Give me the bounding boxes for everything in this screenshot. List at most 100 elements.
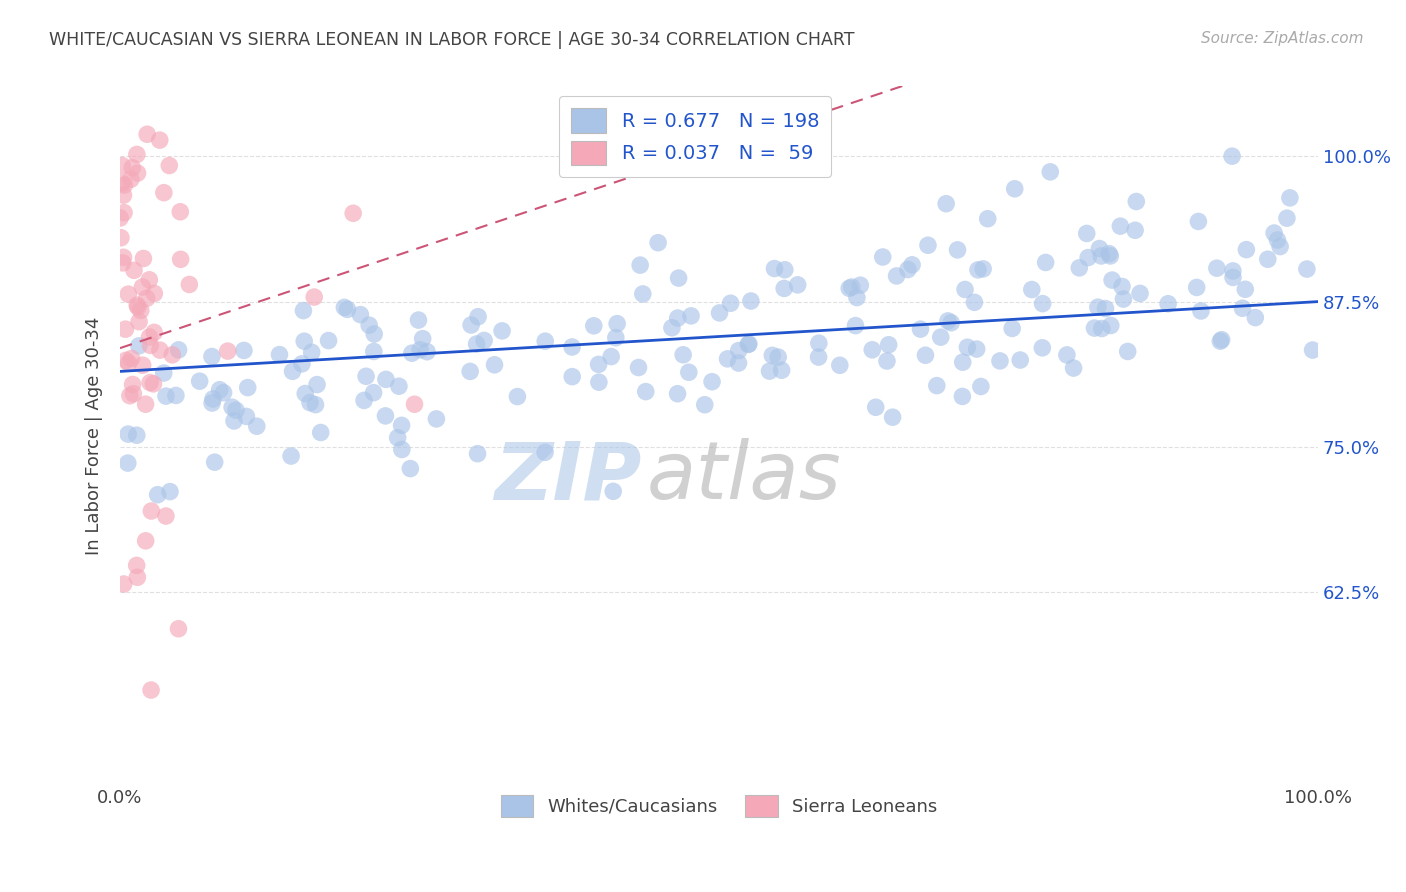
Point	[917, 238, 939, 252]
Point	[212, 385, 235, 400]
Point	[305, 377, 328, 392]
Point	[972, 261, 994, 276]
Point	[121, 351, 143, 366]
Point	[672, 348, 695, 362]
Point	[121, 377, 143, 392]
Point	[1004, 182, 1026, 196]
Point	[681, 309, 703, 323]
Point	[647, 235, 669, 250]
Point	[165, 388, 187, 402]
Point	[409, 343, 432, 357]
Point	[201, 396, 224, 410]
Point	[143, 326, 166, 340]
Point	[740, 293, 762, 308]
Point	[1123, 223, 1146, 237]
Point	[1098, 246, 1121, 260]
Point	[363, 344, 385, 359]
Point	[976, 211, 998, 226]
Point	[914, 348, 936, 362]
Point	[118, 356, 141, 370]
Point	[152, 366, 174, 380]
Point	[1296, 262, 1319, 277]
Point	[112, 577, 135, 591]
Point	[408, 313, 430, 327]
Point	[131, 280, 153, 294]
Point	[349, 308, 371, 322]
Point	[1185, 280, 1208, 294]
Point	[1278, 191, 1301, 205]
Point	[666, 386, 689, 401]
Point	[1244, 310, 1267, 325]
Point	[139, 376, 162, 390]
Point	[936, 314, 959, 328]
Point	[318, 334, 340, 348]
Point	[120, 172, 142, 186]
Point	[236, 381, 259, 395]
Point	[159, 484, 181, 499]
Point	[136, 128, 159, 142]
Point	[353, 393, 375, 408]
Point	[946, 243, 969, 257]
Point	[1222, 264, 1244, 278]
Text: WHITE/CAUCASIAN VS SIERRA LEONEAN IN LABOR FORCE | AGE 30-34 CORRELATION CHART: WHITE/CAUCASIAN VS SIERRA LEONEAN IN LAB…	[49, 31, 855, 49]
Point	[1083, 321, 1105, 335]
Point	[491, 324, 513, 338]
Point	[727, 343, 749, 358]
Point	[188, 374, 211, 388]
Point	[1001, 321, 1024, 335]
Point	[135, 533, 157, 548]
Point	[125, 558, 148, 573]
Point	[693, 398, 716, 412]
Text: ZIP: ZIP	[494, 438, 641, 516]
Point	[363, 326, 385, 341]
Point	[135, 397, 157, 411]
Point	[108, 211, 131, 225]
Point	[225, 403, 247, 417]
Point	[292, 303, 315, 318]
Point	[281, 364, 304, 378]
Point	[876, 354, 898, 368]
Point	[872, 250, 894, 264]
Point	[375, 372, 398, 386]
Point	[1263, 226, 1285, 240]
Point	[336, 302, 359, 317]
Point	[155, 509, 177, 524]
Point	[668, 271, 690, 285]
Point	[963, 295, 986, 310]
Point	[110, 231, 132, 245]
Point	[860, 343, 883, 357]
Point	[950, 389, 973, 403]
Point	[157, 159, 180, 173]
Point	[333, 301, 356, 315]
Point	[953, 283, 976, 297]
Point	[1039, 165, 1062, 179]
Point	[280, 449, 302, 463]
Point	[506, 390, 529, 404]
Point	[716, 351, 738, 366]
Point	[534, 445, 557, 459]
Point	[149, 343, 172, 358]
Point	[1189, 304, 1212, 318]
Point	[666, 311, 689, 326]
Legend: Whites/Caucasians, Sierra Leoneans: Whites/Caucasians, Sierra Leoneans	[494, 788, 945, 824]
Point	[1275, 211, 1298, 226]
Point	[738, 337, 761, 351]
Point	[1109, 219, 1132, 234]
Point	[146, 488, 169, 502]
Point	[222, 414, 245, 428]
Point	[877, 338, 900, 352]
Point	[844, 318, 866, 333]
Point	[1211, 333, 1233, 347]
Point	[149, 133, 172, 147]
Point	[125, 428, 148, 442]
Point	[1063, 361, 1085, 376]
Text: atlas: atlas	[647, 438, 842, 516]
Point	[925, 378, 948, 392]
Point	[115, 353, 138, 368]
Point	[1209, 334, 1232, 348]
Point	[1125, 194, 1147, 209]
Point	[1056, 348, 1078, 362]
Point	[388, 379, 411, 393]
Point	[143, 286, 166, 301]
Point	[139, 683, 162, 698]
